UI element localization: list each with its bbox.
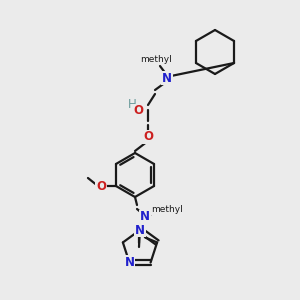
Text: N: N: [135, 224, 145, 236]
Text: O: O: [96, 179, 106, 193]
Text: H: H: [128, 98, 136, 110]
Text: N: N: [140, 211, 150, 224]
Text: O: O: [143, 130, 153, 143]
Text: methyl: methyl: [151, 206, 183, 214]
Text: methyl: methyl: [140, 55, 172, 64]
Text: N: N: [162, 71, 172, 85]
Text: O: O: [133, 104, 143, 118]
Text: N: N: [124, 256, 134, 269]
